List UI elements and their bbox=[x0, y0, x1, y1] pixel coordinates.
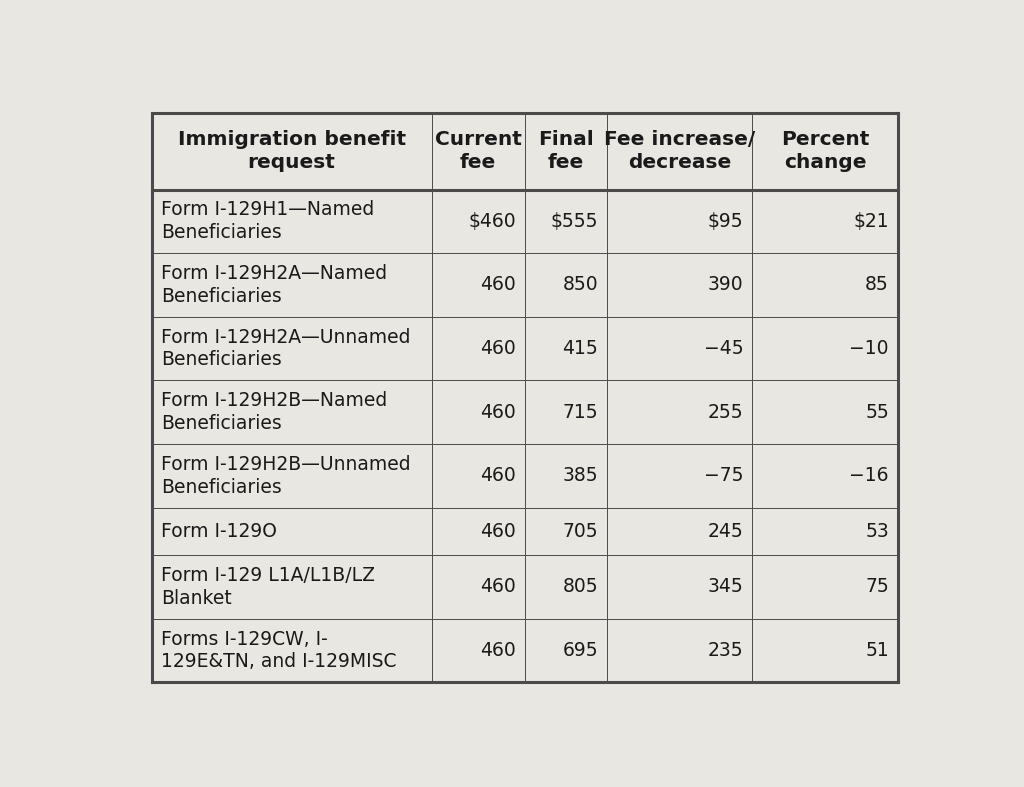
Text: 460: 460 bbox=[480, 275, 516, 294]
Text: Form I-129O: Form I-129O bbox=[161, 522, 276, 541]
Text: 385: 385 bbox=[562, 466, 598, 486]
Text: 415: 415 bbox=[562, 339, 598, 358]
Text: $95: $95 bbox=[708, 212, 743, 231]
Text: 245: 245 bbox=[708, 522, 743, 541]
Text: 715: 715 bbox=[562, 403, 598, 422]
Text: 850: 850 bbox=[562, 275, 598, 294]
Text: Form I-129H1—Named
Beneficiaries: Form I-129H1—Named Beneficiaries bbox=[161, 201, 374, 242]
Text: Immigration benefit
request: Immigration benefit request bbox=[177, 130, 406, 172]
Text: 460: 460 bbox=[480, 641, 516, 660]
Text: Form I-129H2B—Unnamed
Beneficiaries: Form I-129H2B—Unnamed Beneficiaries bbox=[161, 455, 411, 497]
Text: Fee increase/
decrease: Fee increase/ decrease bbox=[604, 130, 756, 172]
Text: 460: 460 bbox=[480, 339, 516, 358]
Text: −16: −16 bbox=[849, 466, 889, 486]
Text: −10: −10 bbox=[849, 339, 889, 358]
Text: 55: 55 bbox=[865, 403, 889, 422]
Text: 51: 51 bbox=[865, 641, 889, 660]
Text: 235: 235 bbox=[708, 641, 743, 660]
Text: $21: $21 bbox=[853, 212, 889, 231]
Text: $460: $460 bbox=[468, 212, 516, 231]
Text: Forms I-129CW, I-
129E&TN, and I-129MISC: Forms I-129CW, I- 129E&TN, and I-129MISC bbox=[161, 630, 396, 671]
Text: 345: 345 bbox=[708, 578, 743, 597]
Text: Form I-129H2B—Named
Beneficiaries: Form I-129H2B—Named Beneficiaries bbox=[161, 391, 387, 433]
Text: Form I-129H2A—Unnamed
Beneficiaries: Form I-129H2A—Unnamed Beneficiaries bbox=[161, 327, 411, 369]
Text: 53: 53 bbox=[865, 522, 889, 541]
Text: −75: −75 bbox=[703, 466, 743, 486]
Text: 805: 805 bbox=[562, 578, 598, 597]
Text: Form I-129H2A—Named
Beneficiaries: Form I-129H2A—Named Beneficiaries bbox=[161, 264, 387, 306]
Text: Percent
change: Percent change bbox=[781, 130, 869, 172]
Text: 460: 460 bbox=[480, 466, 516, 486]
Text: Current
fee: Current fee bbox=[435, 130, 521, 172]
Text: Final
fee: Final fee bbox=[538, 130, 594, 172]
Text: 460: 460 bbox=[480, 522, 516, 541]
Text: 75: 75 bbox=[865, 578, 889, 597]
Text: 255: 255 bbox=[708, 403, 743, 422]
Text: −45: −45 bbox=[703, 339, 743, 358]
Text: 460: 460 bbox=[480, 403, 516, 422]
Text: 695: 695 bbox=[562, 641, 598, 660]
Text: 390: 390 bbox=[708, 275, 743, 294]
Text: Form I-129 L1A/L1B/LZ
Blanket: Form I-129 L1A/L1B/LZ Blanket bbox=[161, 566, 375, 608]
Text: 705: 705 bbox=[562, 522, 598, 541]
Text: 460: 460 bbox=[480, 578, 516, 597]
Text: $555: $555 bbox=[551, 212, 598, 231]
Text: 85: 85 bbox=[865, 275, 889, 294]
